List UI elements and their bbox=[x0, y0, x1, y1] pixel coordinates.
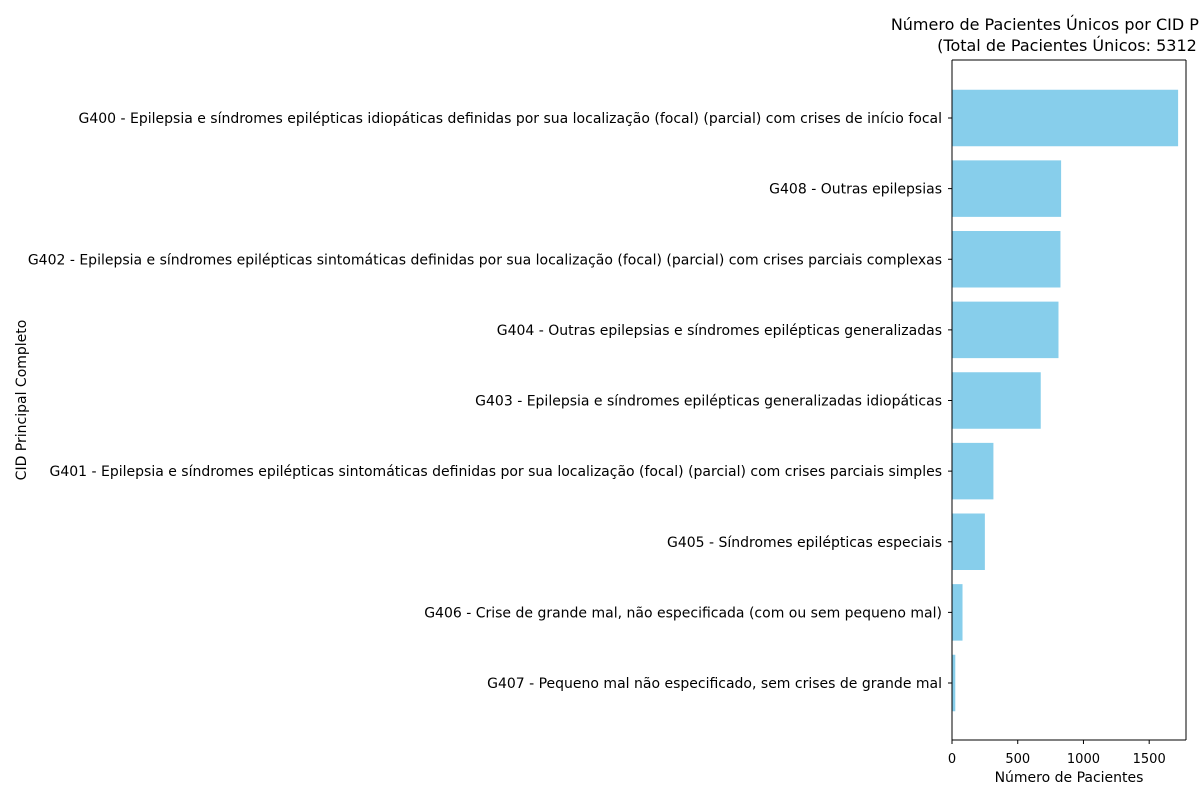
bar bbox=[952, 584, 963, 641]
category-label: G404 - Outras epilepsias e síndromes epi… bbox=[497, 323, 942, 339]
x-tick-label: 1500 bbox=[1133, 752, 1166, 767]
bar bbox=[952, 301, 1059, 359]
bar bbox=[952, 231, 1061, 288]
x-tick-label: 0 bbox=[948, 752, 956, 767]
category-label: G405 - Síndromes epilépticas especiais bbox=[667, 535, 942, 551]
bar bbox=[952, 654, 956, 712]
bar bbox=[952, 89, 1179, 147]
x-tick-label: 1000 bbox=[1067, 752, 1100, 767]
category-label: G407 - Pequeno mal não especificado, sem… bbox=[487, 676, 942, 692]
x-tick-label: 500 bbox=[1005, 752, 1030, 767]
bar bbox=[952, 160, 1062, 217]
bars bbox=[952, 89, 1179, 712]
category-label: G400 - Epilepsia e síndromes epilépticas… bbox=[78, 111, 942, 127]
category-label: G408 - Outras epilepsias bbox=[769, 182, 942, 198]
category-label: G402 - Epilepsia e síndromes epilépticas… bbox=[28, 252, 942, 268]
y-axis-label: CID Principal Completo bbox=[14, 320, 30, 481]
x-axis-ticks: 0 500 1000 1500 bbox=[948, 740, 1166, 767]
bar bbox=[952, 442, 994, 500]
category-labels: G400 - Epilepsia e síndromes epilépticas… bbox=[28, 111, 952, 692]
chart-title-line1: Número de Pacientes Únicos por CID Princ… bbox=[891, 15, 1200, 34]
chart-title-line2: (Total de Pacientes Únicos: 5312 bbox=[937, 36, 1197, 55]
bar bbox=[952, 372, 1041, 429]
category-label: G401 - Epilepsia e síndromes epilépticas… bbox=[50, 464, 943, 480]
x-axis-label: Número de Pacientes bbox=[995, 770, 1144, 786]
category-label: G403 - Epilepsia e síndromes epilépticas… bbox=[475, 394, 942, 410]
category-label: G406 - Crise de grande mal, não especifi… bbox=[424, 605, 942, 621]
bar bbox=[952, 513, 985, 570]
